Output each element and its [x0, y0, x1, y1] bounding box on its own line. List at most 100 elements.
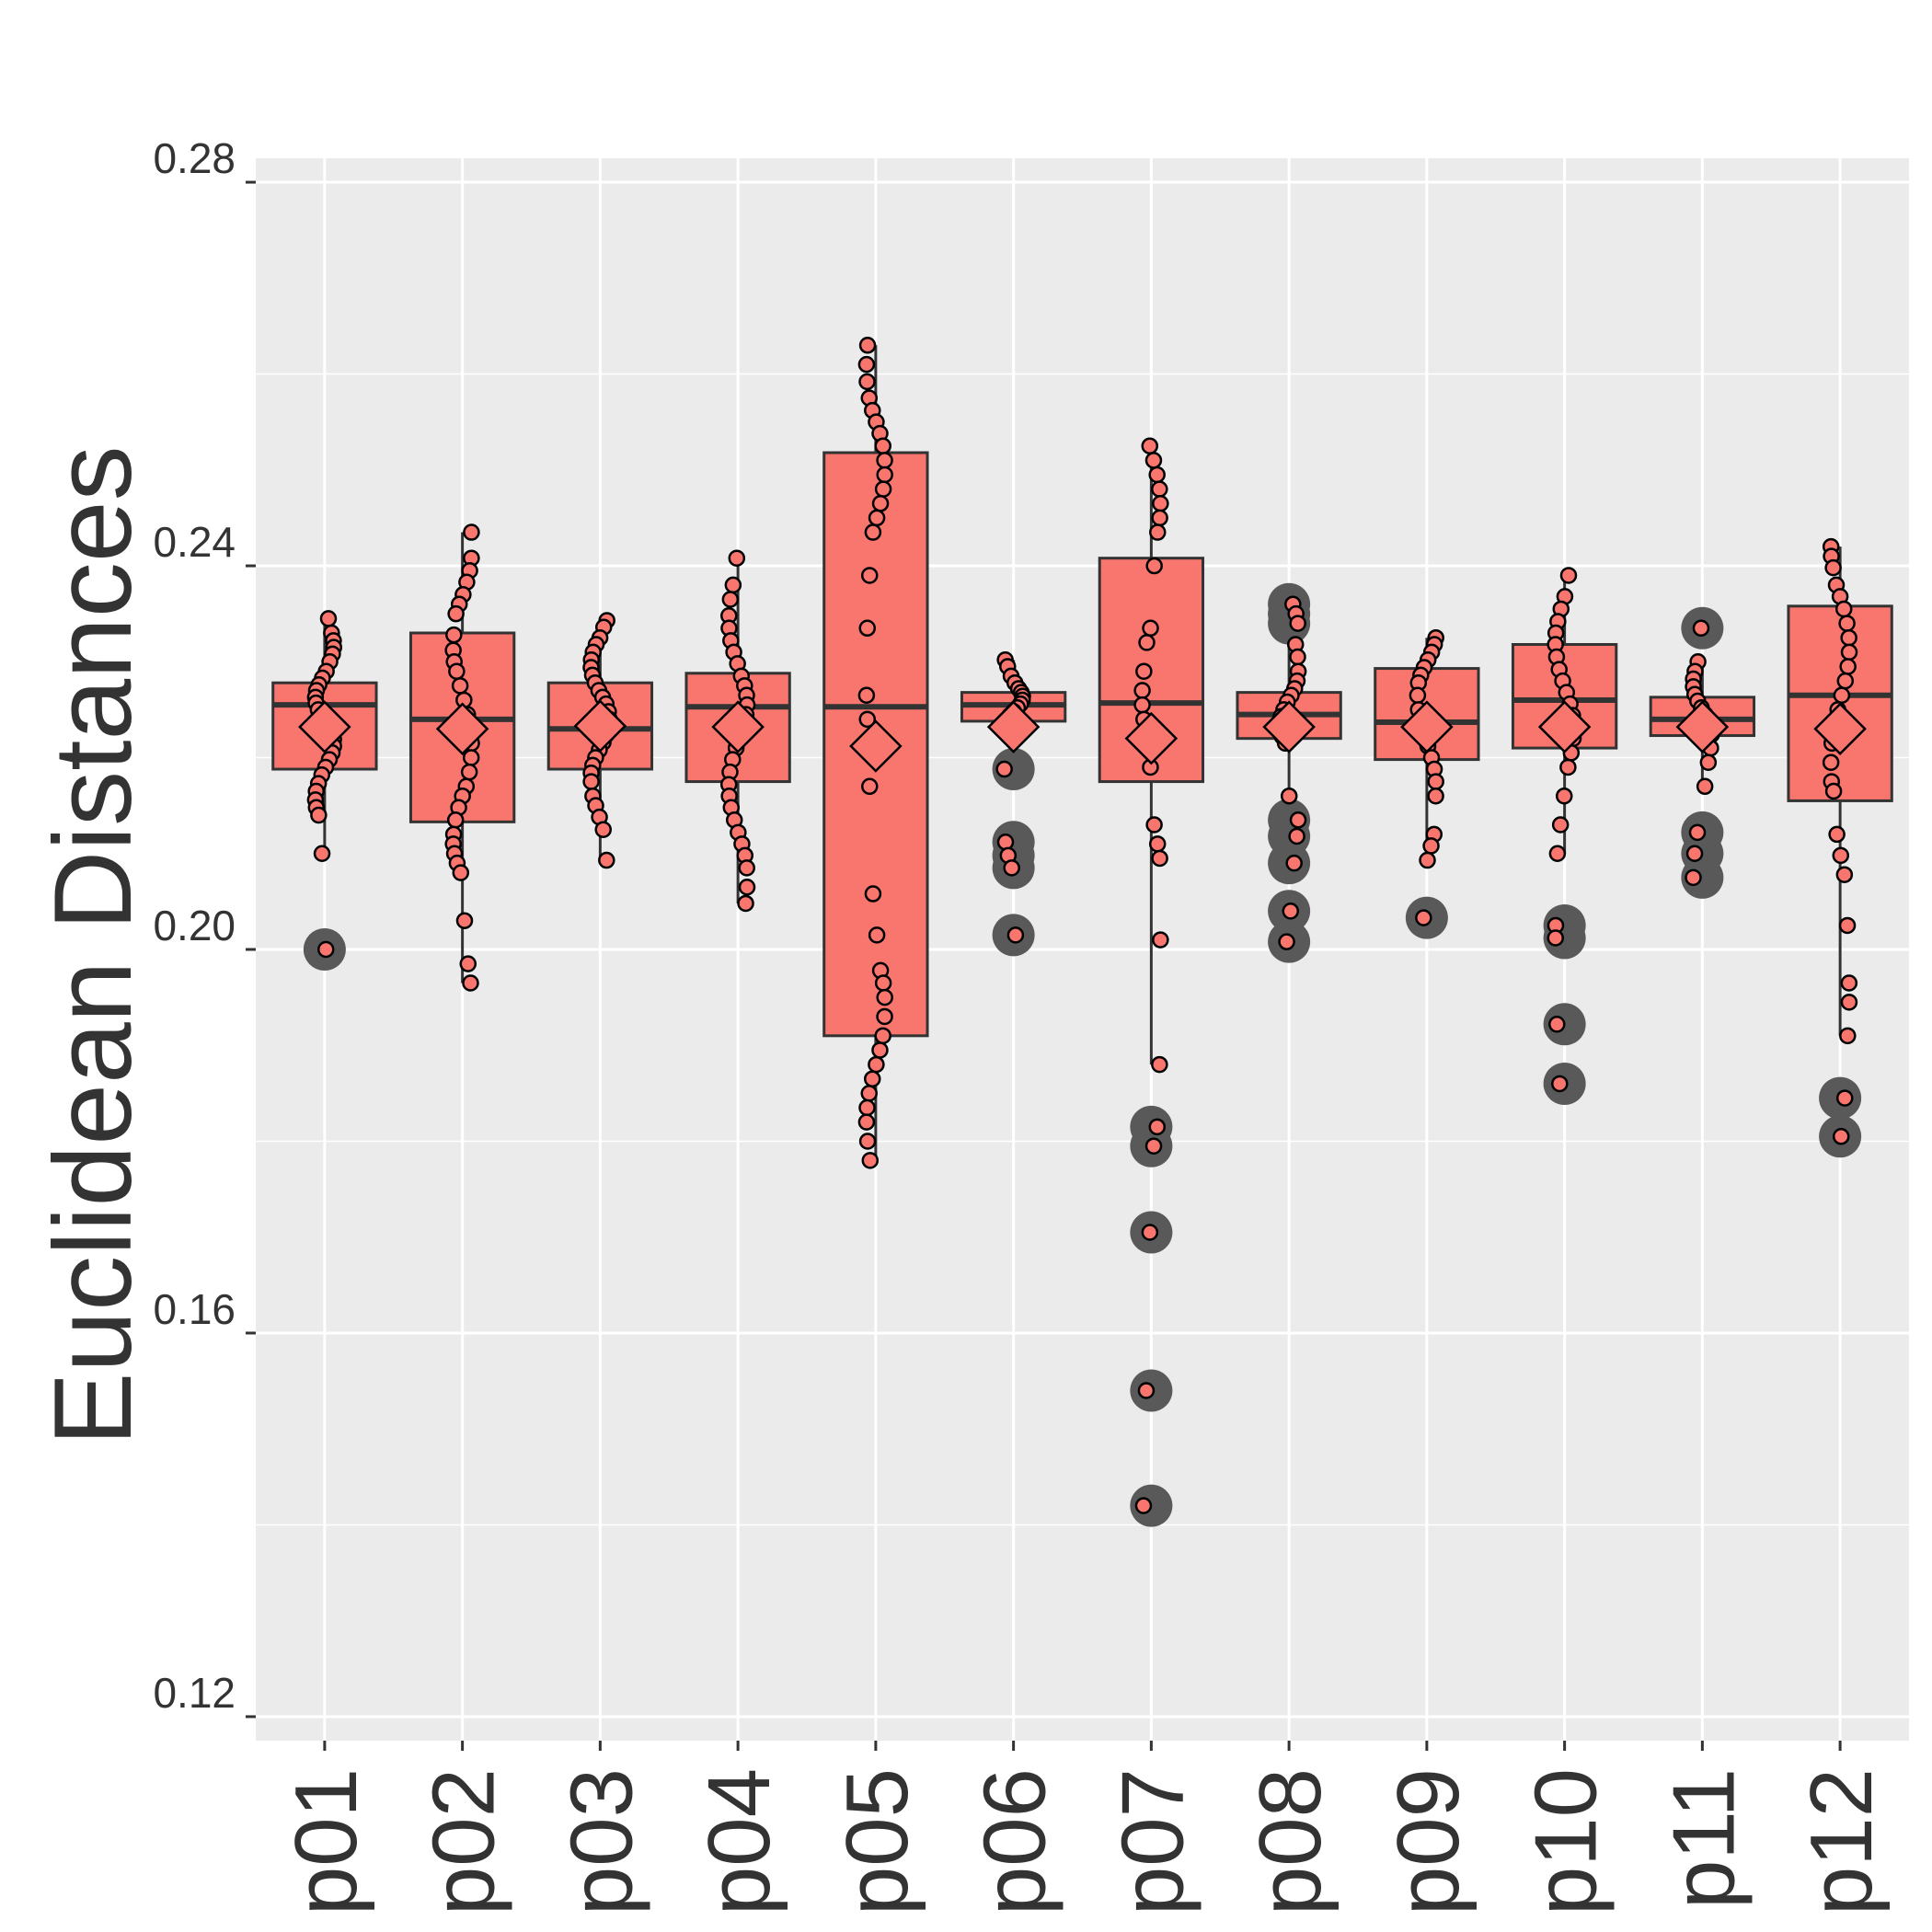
- x-tick-label: p12: [1792, 1768, 1891, 1915]
- data-point: [1688, 823, 1707, 842]
- data-point: [868, 926, 886, 944]
- data-point: [857, 355, 876, 374]
- data-point: [582, 773, 600, 790]
- x-tick-label: p03: [552, 1768, 650, 1915]
- outlier-point: [992, 748, 1035, 791]
- data-point: [1141, 437, 1159, 454]
- data-point: [738, 878, 756, 896]
- y-tick-label: 0.24: [153, 518, 236, 566]
- x-tick-label: p10: [1517, 1768, 1616, 1915]
- data-point: [874, 437, 891, 454]
- data-point: [313, 845, 331, 863]
- mean-marker: [573, 699, 627, 753]
- data-point: [459, 955, 477, 972]
- data-point: [737, 894, 754, 913]
- box-p11: [1649, 606, 1756, 899]
- data-point: [1151, 480, 1168, 498]
- data-point: [1135, 662, 1153, 680]
- mean-marker: [711, 700, 765, 753]
- data-point: [995, 760, 1013, 778]
- data-point: [446, 811, 465, 829]
- data-point: [1151, 509, 1168, 527]
- data-point: [860, 567, 879, 584]
- data-point: [858, 337, 877, 354]
- data-point: [1289, 615, 1306, 632]
- data-point: [1828, 825, 1846, 844]
- data-point: [876, 452, 893, 469]
- data-point: [728, 549, 746, 567]
- data-point: [1839, 658, 1857, 675]
- data-point: [874, 480, 892, 498]
- data-point: [1138, 634, 1156, 651]
- data-point: [1840, 974, 1858, 992]
- data-point: [1289, 648, 1306, 666]
- data-point: [1685, 868, 1702, 887]
- data-point: [738, 859, 755, 877]
- data-point: [1006, 926, 1025, 944]
- data-point: [1133, 682, 1151, 699]
- data-point: [857, 686, 876, 705]
- data-point: [1832, 846, 1850, 865]
- data-point: [1555, 787, 1573, 805]
- data-point: [463, 523, 480, 541]
- y-axis: 0.12 0.16 0.20 0.24 0.28: [153, 134, 256, 1719]
- mean-marker: [1400, 700, 1454, 753]
- data-point: [594, 821, 612, 838]
- y-axis-title: Euclidean Distances: [31, 445, 155, 1445]
- outlier-point: [1681, 856, 1724, 899]
- data-point: [1840, 994, 1858, 1011]
- mean-marker: [986, 700, 1041, 753]
- box-p07: [1098, 437, 1205, 1527]
- data-point: [455, 912, 474, 929]
- data-point: [1144, 1137, 1163, 1155]
- y-tick-label: 0.28: [153, 134, 236, 182]
- data-point: [1548, 1016, 1566, 1033]
- box-p09: [1374, 628, 1480, 939]
- box-p01: [271, 610, 378, 971]
- data-point: [1551, 816, 1570, 834]
- data-point: [1840, 628, 1857, 647]
- data-point: [1834, 600, 1853, 618]
- data-point: [1551, 1075, 1569, 1093]
- data-point: [1422, 837, 1440, 855]
- y-tick-label: 0.12: [153, 1669, 236, 1717]
- x-tick-label: p08: [1241, 1768, 1340, 1915]
- data-point: [1148, 466, 1166, 484]
- box-p05: [822, 337, 929, 1169]
- data-point: [447, 604, 465, 623]
- data-point: [996, 833, 1015, 851]
- data-point: [1833, 686, 1851, 705]
- data-point: [1148, 835, 1167, 853]
- y-tick-label: 0.20: [153, 902, 236, 949]
- data-point: [1427, 773, 1444, 790]
- mean-marker: [1813, 702, 1867, 756]
- mean-marker: [1124, 711, 1179, 765]
- data-point: [1548, 845, 1567, 863]
- box-p06: [960, 650, 1067, 957]
- data-point: [310, 806, 328, 824]
- box-p12: [1787, 537, 1893, 1158]
- data-point: [451, 677, 469, 695]
- data-point: [871, 495, 890, 512]
- data-point: [874, 974, 892, 992]
- data-point: [316, 940, 335, 959]
- data-point: [864, 1070, 881, 1087]
- data-point: [1144, 452, 1163, 469]
- mean-marker: [1537, 700, 1592, 753]
- x-axis: p01 p02 p03 p04 p05 p06 p07 p08 p09 p10 p11 p12: [277, 1741, 1891, 1915]
- data-point: [721, 591, 740, 608]
- data-point: [864, 885, 882, 903]
- data-point: [876, 988, 893, 1006]
- box-p03: [546, 612, 654, 869]
- data-point: [1409, 686, 1427, 705]
- boxes: [271, 337, 1893, 1527]
- data-point: [1835, 1089, 1854, 1107]
- data-point: [598, 851, 615, 869]
- data-point: [452, 864, 470, 881]
- x-tick-label: p01: [277, 1768, 375, 1915]
- data-point: [1832, 1128, 1850, 1145]
- box-p08: [1236, 582, 1342, 963]
- data-point: [462, 974, 479, 992]
- data-point: [1151, 1055, 1168, 1074]
